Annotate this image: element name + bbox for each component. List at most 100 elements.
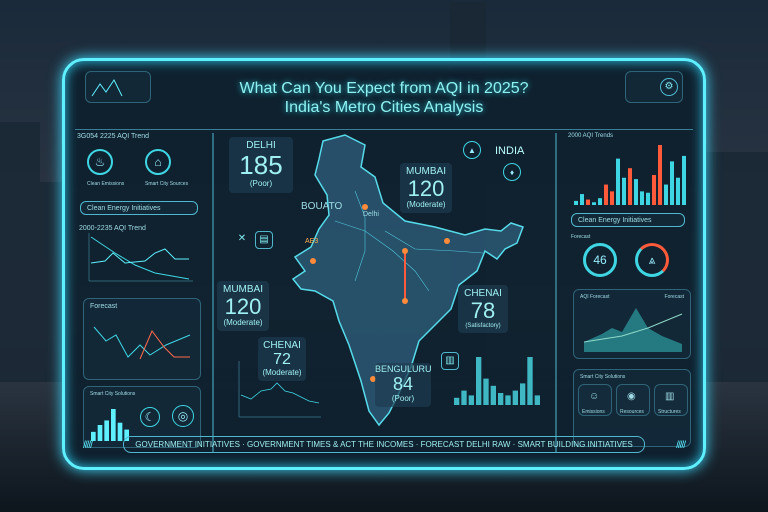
- tower-icon: ⩓: [635, 243, 669, 277]
- decor-slashes: /////: [676, 440, 686, 451]
- city-name: CHENAI: [464, 288, 502, 299]
- city-card-mumbai[interactable]: MUMBAI 120 (Moderate): [400, 163, 452, 213]
- building-icon: ▥: [665, 391, 675, 402]
- area-chart-legend: Forecast: [664, 294, 684, 300]
- smart-item[interactable]: ☺ Emissions: [578, 384, 612, 416]
- trend-line: [90, 248, 189, 264]
- city-status: (Moderate): [406, 200, 446, 210]
- bar: [658, 145, 662, 205]
- bar: [652, 175, 656, 205]
- aqi-trends-bar-chart: [574, 145, 686, 205]
- smart-city-panel: Smart City Solutions ☾ ◎: [83, 386, 201, 448]
- bar: [604, 184, 608, 205]
- smart-city-solutions-panel: Smart City Solutions ☺ Emissions ◉ Resourc…: [573, 369, 691, 447]
- city-aqi: 120: [407, 176, 445, 201]
- bar: [111, 409, 116, 441]
- building-icon: ▥: [441, 352, 459, 370]
- coin-icon: ◉: [627, 391, 636, 402]
- city-card-mumbai-2[interactable]: MUMBAI 120 (Moderate): [217, 281, 269, 331]
- title-line2: India's Metro Cities Analysis: [284, 99, 484, 116]
- face-icon: ☺: [589, 391, 600, 402]
- drop-icon: ♦: [503, 163, 521, 181]
- india-map: [291, 134, 524, 427]
- icon1-label: Clean Emissions: [87, 181, 125, 187]
- bar: [468, 395, 474, 405]
- close-icon[interactable]: ✕: [237, 233, 247, 244]
- gauge-value: 46: [593, 253, 607, 267]
- bar: [586, 199, 590, 205]
- gauge-title: Forecast: [571, 234, 591, 240]
- map-place-label: Delhi: [363, 211, 379, 218]
- dashboard-screen: What Can You Expect from AQI in 2025? In…: [62, 58, 706, 470]
- bar: [592, 202, 596, 205]
- bar: [622, 177, 626, 205]
- city-card-bengaluru[interactable]: BENGULURU 84 (Poor): [375, 363, 432, 407]
- clean-energy-button-right[interactable]: Clean Energy Initiatives: [571, 213, 685, 227]
- left-divider: [212, 133, 214, 453]
- divider: [75, 129, 693, 130]
- city-name: CHENAI: [263, 340, 301, 351]
- clean-energy-button[interactable]: Clean Energy Initiatives: [80, 201, 198, 215]
- icon2-label: Smart City Sources: [145, 181, 189, 187]
- settings-badge: ⚙: [625, 71, 683, 103]
- bar: [97, 425, 103, 441]
- bar: [664, 184, 668, 205]
- city-name: MUMBAI: [406, 166, 446, 177]
- forecast-alert-line: [139, 330, 190, 360]
- aqi-gauge: 46: [583, 243, 617, 277]
- decor-slashes: /////: [83, 440, 93, 451]
- page-title: What Can You Expect from AQI in 2025? In…: [185, 79, 583, 117]
- bar: [520, 383, 526, 405]
- bar: [534, 395, 540, 405]
- bar: [490, 385, 496, 405]
- map-place-label: BOUATO: [301, 201, 343, 212]
- bar: [598, 198, 602, 205]
- bar: [616, 158, 620, 205]
- bar: [512, 390, 518, 405]
- city-card-chennai-2[interactable]: CHENAI 78 (Satisfactory): [458, 285, 508, 333]
- drop-icon: ▲: [463, 141, 481, 159]
- smart-item[interactable]: ◉ Resources: [616, 384, 650, 416]
- bar: [640, 191, 644, 205]
- bar: [483, 378, 489, 405]
- trend-line: [90, 236, 190, 280]
- mountain-badge: [85, 71, 151, 103]
- center-line: [240, 382, 320, 404]
- globe-icon: ◎: [172, 405, 194, 427]
- aqi-forecast-panel: AQI Forecast Forecast: [573, 289, 691, 359]
- smart-city-panel-title: Smart City Solutions: [90, 391, 136, 397]
- document-icon: ▤: [255, 231, 273, 249]
- city-name: DELHI: [246, 140, 276, 151]
- map-country-label: INDIA: [495, 145, 525, 157]
- city-status: (Satisfactory): [465, 323, 501, 330]
- right-bars-title: 2000 AQI Trends: [568, 133, 614, 139]
- building: [0, 122, 40, 382]
- gear-icon: ⚙: [660, 78, 678, 96]
- forecast-panel-title: Forecast: [90, 303, 118, 310]
- city-status: (Poor): [391, 393, 415, 403]
- smart-item-label: Resources: [620, 409, 644, 415]
- bar: [676, 177, 680, 205]
- bar: [682, 155, 686, 205]
- emission-icon: ♨: [87, 149, 113, 175]
- bar: [527, 357, 533, 405]
- smart-item[interactable]: ▥ Structures: [654, 384, 688, 416]
- center-line-chart: [238, 361, 321, 418]
- bar: [124, 429, 129, 441]
- trend-line: [583, 313, 683, 343]
- forecast-panel: Forecast: [83, 298, 201, 380]
- city-card-delhi[interactable]: DELHI 185 (Poor): [229, 137, 293, 193]
- city-icon: ⌂: [145, 149, 171, 175]
- bar: [646, 192, 650, 205]
- map-place-label: AE3: [305, 238, 319, 245]
- news-ticker: GOVERNMENT INITIATIVES · GOVERNMENT TIME…: [123, 436, 645, 453]
- bar: [454, 397, 460, 405]
- city-card-chennai[interactable]: CHENAI 72 (Moderate): [258, 337, 306, 381]
- title-line1: What Can You Expect from AQI in 2025?: [239, 80, 529, 97]
- forecast-line-chart: [93, 326, 191, 360]
- left-trend2-title: 2000-2235 AQI Trend: [79, 225, 146, 232]
- clean-energy-label: Clean Energy Initiatives: [578, 217, 652, 224]
- smart-item-label: Emissions: [582, 409, 605, 415]
- bar: [104, 420, 109, 441]
- city-aqi: 84: [392, 373, 414, 394]
